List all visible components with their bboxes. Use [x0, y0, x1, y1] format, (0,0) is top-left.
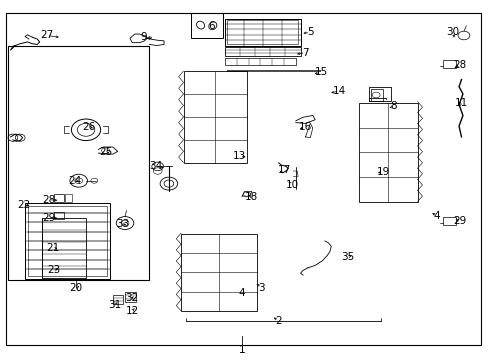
Text: 20: 20	[70, 283, 82, 293]
Text: 17: 17	[277, 165, 290, 175]
Bar	[54, 212, 64, 220]
Text: 4: 4	[433, 211, 440, 221]
Text: 8: 8	[389, 102, 396, 112]
Text: 23: 23	[48, 265, 61, 275]
Bar	[224, 46, 300, 56]
Text: 9: 9	[140, 32, 146, 42]
Text: 4: 4	[238, 288, 245, 298]
Text: 26: 26	[81, 122, 95, 132]
Bar	[190, 13, 222, 39]
Text: 2: 2	[275, 316, 282, 325]
Text: 15: 15	[314, 67, 327, 77]
Text: 14: 14	[332, 86, 346, 96]
Text: 25: 25	[99, 147, 112, 157]
Text: 5: 5	[306, 27, 313, 37]
Bar	[25, 203, 110, 279]
Text: 13: 13	[232, 150, 246, 161]
Bar	[224, 19, 300, 45]
Bar	[125, 292, 136, 302]
Text: 27: 27	[41, 31, 54, 40]
Text: 24: 24	[68, 176, 81, 186]
Text: 12: 12	[125, 306, 139, 316]
Text: 21: 21	[47, 243, 60, 253]
Bar	[54, 194, 64, 202]
Text: 10: 10	[285, 180, 298, 190]
Text: 1: 1	[238, 345, 245, 355]
Bar	[443, 60, 455, 68]
Text: 28: 28	[452, 60, 466, 70]
Text: 31: 31	[107, 300, 121, 310]
Text: 33: 33	[116, 219, 129, 229]
Text: 29: 29	[42, 213, 55, 222]
Text: 34: 34	[149, 161, 162, 171]
Bar	[358, 103, 417, 202]
Bar	[8, 45, 149, 280]
Text: 30: 30	[446, 27, 459, 37]
Text: 19: 19	[376, 167, 389, 177]
Text: 16: 16	[298, 122, 311, 132]
Bar	[42, 219, 86, 278]
Bar	[181, 234, 256, 311]
Text: 22: 22	[17, 200, 30, 210]
Text: 28: 28	[42, 195, 55, 205]
Bar	[28, 206, 107, 276]
Text: 6: 6	[208, 21, 215, 31]
Text: 35: 35	[341, 252, 354, 262]
Text: 7: 7	[302, 48, 308, 58]
Text: 1: 1	[238, 345, 245, 355]
Bar	[183, 71, 246, 163]
Text: 32: 32	[124, 293, 138, 303]
Text: 29: 29	[452, 216, 466, 226]
Bar	[113, 295, 122, 304]
Bar	[224, 58, 295, 64]
Text: 18: 18	[244, 192, 258, 202]
Bar	[443, 217, 455, 225]
Text: 11: 11	[454, 98, 467, 108]
Bar	[65, 194, 72, 202]
Text: 3: 3	[258, 283, 264, 293]
Bar	[227, 21, 298, 44]
